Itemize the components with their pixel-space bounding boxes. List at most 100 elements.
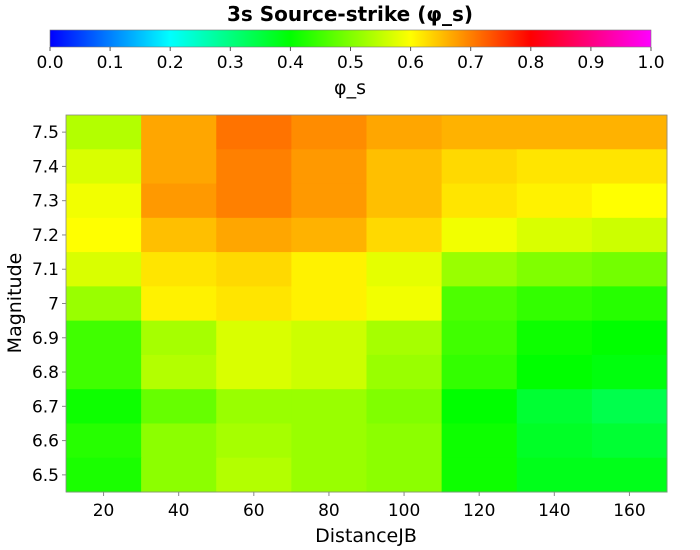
heatmap-cell: [141, 115, 217, 150]
heatmap-cell: [441, 457, 518, 493]
y-tick-label: 6.8: [32, 363, 59, 383]
heatmap-cell: [216, 354, 292, 390]
heatmap-cell: [366, 217, 443, 253]
heatmap-cell: [141, 320, 217, 356]
heatmap-cell: [366, 457, 443, 493]
heatmap-cell: [516, 320, 593, 356]
heatmap-cell: [441, 354, 518, 390]
heatmap-cell: [216, 389, 292, 424]
x-tick-label: 160: [613, 501, 645, 521]
heatmap-cell: [141, 389, 217, 424]
y-axis-label: Magnitude: [4, 253, 26, 354]
colorbar-tick-label: 0.5: [337, 53, 364, 73]
heatmap-cell: [441, 149, 518, 185]
heatmap-cell: [291, 457, 367, 493]
heatmap-cell: [366, 354, 443, 390]
heatmap-cell: [516, 286, 593, 322]
heatmap-cell: [441, 389, 518, 424]
x-axis-ticks: 20 40 60 80 100 120 140 160: [93, 492, 646, 521]
heatmap-cell: [291, 115, 367, 150]
heatmap-cell: [591, 183, 668, 219]
heatmap-cell: [66, 286, 142, 322]
heatmap-cell: [516, 354, 593, 390]
heatmap-cell: [516, 217, 593, 253]
heatmap-cell: [141, 457, 217, 493]
heatmap-cell: [591, 115, 668, 150]
heatmap-cell: [66, 217, 142, 253]
colorbar-tick-label: 0.0: [36, 53, 63, 73]
heatmap-cell: [216, 457, 292, 493]
heatmap-cell: [216, 149, 292, 185]
heatmap-cell: [591, 217, 668, 253]
heatmap-cell: [591, 286, 668, 322]
heatmap-cell: [291, 183, 367, 219]
heatmap-cell: [141, 423, 217, 459]
heatmap-cell: [441, 217, 518, 253]
heatmap-cell: [591, 252, 668, 287]
heatmap-cell: [291, 149, 367, 185]
x-tick-label: 140: [538, 501, 570, 521]
heatmap-cell: [591, 320, 668, 356]
colorbar-ticks: 0.0 0.1 0.2 0.3 0.4 0.5 0.6 0.7 0.8 0.9 1.0: [36, 47, 665, 73]
heatmap-cell: [216, 183, 292, 219]
heatmap-cell: [591, 423, 668, 459]
heatmap-cells: [66, 115, 668, 493]
colorbar-tick-label: 0.8: [517, 53, 544, 73]
x-tick-label: 80: [318, 501, 340, 521]
heatmap-cell: [366, 149, 443, 185]
y-tick-label: 7.5: [32, 123, 59, 143]
y-axis-ticks: 7.5 7.4 7.3 7.2 7.1 7 6.9 6.8 6.7 6.6 6.5: [32, 123, 66, 486]
heatmap-cell: [516, 252, 593, 287]
heatmap-cell: [516, 183, 593, 219]
colorbar-tick-label: 0.9: [577, 53, 604, 73]
colorbar-tick-label: 0.4: [277, 53, 304, 73]
heatmap-cell: [366, 252, 443, 287]
heatmap-cell: [441, 286, 518, 322]
heatmap-cell: [366, 423, 443, 459]
heatmap-cell: [516, 457, 593, 493]
heatmap-cell: [141, 149, 217, 185]
heatmap-cell: [216, 423, 292, 459]
heatmap-cell: [516, 423, 593, 459]
heatmap-cell: [591, 149, 668, 185]
heatmap-cell: [441, 115, 518, 150]
x-tick-label: 120: [463, 501, 495, 521]
heatmap-cell: [291, 320, 367, 356]
heatmap-cell: [516, 149, 593, 185]
heatmap-cell: [141, 183, 217, 219]
heatmap-cell: [591, 457, 668, 493]
colorbar-tick-label: 0.7: [457, 53, 484, 73]
y-tick-label: 7.1: [32, 260, 59, 280]
heatmap-cell: [366, 286, 443, 322]
heatmap-cell: [441, 423, 518, 459]
heatmap-cell: [441, 252, 518, 287]
heatmap-cell: [516, 115, 593, 150]
heatmap-cell: [291, 252, 367, 287]
heatmap-cell: [291, 389, 367, 424]
heatmap-cell: [291, 286, 367, 322]
heatmap-cell: [66, 423, 142, 459]
heatmap-cell: [66, 320, 142, 356]
y-tick-label: 7.4: [32, 157, 59, 177]
heatmap-cell: [66, 115, 142, 150]
x-tick-label: 60: [243, 501, 265, 521]
heatmap-cell: [591, 389, 668, 424]
heatmap-cell: [291, 217, 367, 253]
heatmap-cell: [291, 354, 367, 390]
y-tick-label: 6.6: [32, 432, 59, 452]
x-tick-label: 20: [93, 501, 115, 521]
heatmap-cell: [216, 320, 292, 356]
heatmap-cell: [66, 252, 142, 287]
heatmap-cell: [216, 217, 292, 253]
heatmap-cell: [66, 389, 142, 424]
x-tick-label: 40: [168, 501, 190, 521]
heatmap-cell: [441, 183, 518, 219]
x-axis-label: DistanceJB: [315, 525, 417, 547]
heatmap-cell: [366, 183, 443, 219]
heatmap-cell: [66, 183, 142, 219]
colorbar-tick-label: 0.1: [97, 53, 124, 73]
x-tick-label: 100: [388, 501, 420, 521]
heatmap-cell: [66, 354, 142, 390]
heatmap-cell: [591, 354, 668, 390]
heatmap-cell: [216, 115, 292, 150]
